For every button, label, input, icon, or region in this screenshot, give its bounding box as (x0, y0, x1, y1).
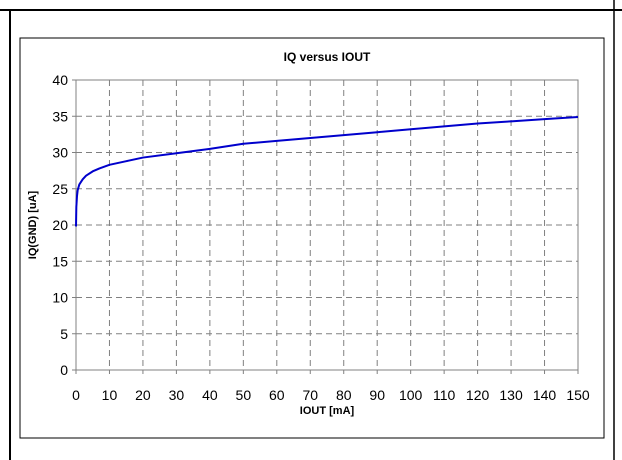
y-tick-label: 30 (52, 145, 68, 161)
y-tick-label: 20 (52, 217, 68, 233)
y-tick-label: 35 (52, 108, 68, 124)
x-tick-label: 110 (433, 387, 456, 403)
x-tick-label: 20 (135, 387, 151, 403)
x-tick-label: 150 (566, 387, 590, 403)
x-tick-label: 30 (169, 387, 185, 403)
x-tick-label: 40 (202, 387, 218, 403)
x-tick-label: 120 (466, 387, 490, 403)
y-tick-label: 5 (60, 326, 68, 342)
y-tick-label: 15 (52, 253, 68, 269)
x-tick-label: 80 (336, 387, 352, 403)
chart-title: IQ versus IOUT (284, 50, 371, 64)
y-tick-labels: 0 5 10 15 20 25 30 35 40 (52, 72, 68, 378)
x-tick-label: 60 (269, 387, 285, 403)
y-axis-label: IQ(GND) [uA] (27, 190, 39, 259)
x-tick-label: 50 (236, 387, 252, 403)
x-tick-label: 90 (369, 387, 385, 403)
grid (72, 79, 579, 374)
x-axis-label: IOUT [mA] (300, 405, 355, 417)
y-tick-label: 40 (52, 72, 68, 88)
y-tick-label: 0 (60, 362, 68, 378)
x-tick-labels: 0 10 20 30 40 50 60 70 80 90 100 110 120 130 140 150 (72, 387, 590, 403)
x-tick-label: 70 (302, 387, 318, 403)
series (75, 115, 579, 227)
x-tick-label: 0 (72, 387, 80, 403)
x-tick-label: 10 (102, 387, 118, 403)
y-tick-label: 10 (52, 290, 68, 306)
x-tick-label: 100 (399, 387, 423, 403)
x-tick-label: 130 (499, 387, 523, 403)
x-tick-label: 140 (533, 387, 557, 403)
y-tick-label: 25 (52, 181, 68, 197)
